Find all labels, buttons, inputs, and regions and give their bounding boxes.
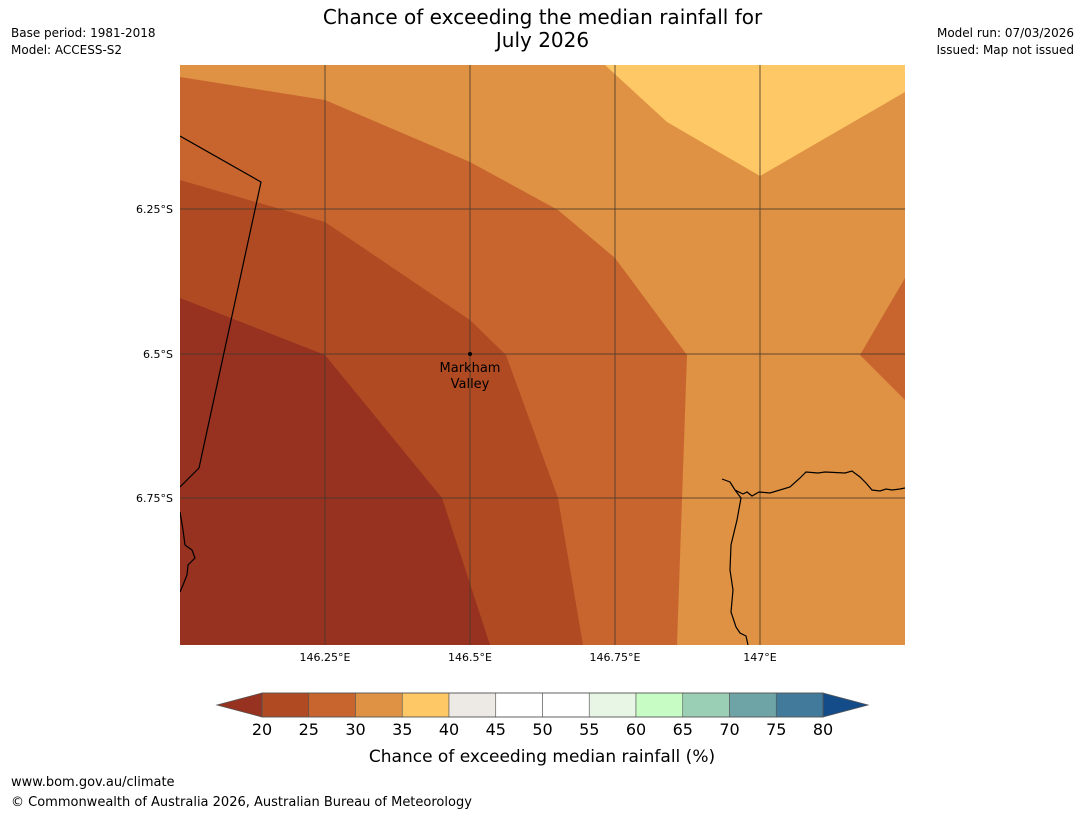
footer-copyright: © Commonwealth of Australia 2026, Austra… <box>11 795 472 810</box>
place-marker <box>468 352 472 356</box>
colorbar-tick-75: 75 <box>766 720 786 739</box>
colorbar-tick-50: 50 <box>532 720 552 739</box>
colorbar-bin-60-65 <box>635 692 684 718</box>
place-label-line-2: Valley <box>451 377 490 392</box>
colorbar-bin-50-55 <box>542 692 590 718</box>
map-zone-35-40 <box>543 65 905 176</box>
title-line-1: Chance of exceeding the median rainfall … <box>322 5 763 29</box>
colorbar-tick-65: 65 <box>673 720 693 739</box>
lat-label-6-75: 6.75°S <box>136 492 173 505</box>
colorbar-label: Chance of exceeding median rainfall (%) <box>369 747 715 767</box>
issued-status: Issued: Map not issued <box>936 43 1074 57</box>
meta-left: Base period: 1981-2018 Model: ACCESS-S2 <box>11 25 156 59</box>
map-zone-below-20 <box>180 298 490 645</box>
colorbar-bin-35-40 <box>401 692 450 718</box>
meta-right: Model run: 07/03/2026 Issued: Map not is… <box>936 25 1074 59</box>
colorbar-bin-25-30 <box>308 692 356 718</box>
colorbar-tick-25: 25 <box>299 720 319 739</box>
place-label-line-1: Markham <box>440 361 501 376</box>
colorbar-bin-70-75 <box>729 692 777 718</box>
colorbar-bin-40-45 <box>448 692 497 718</box>
colorbar-tick-55: 55 <box>579 720 599 739</box>
title-line-2: July 2026 <box>495 28 590 52</box>
coastline-west <box>180 511 196 593</box>
base-period: Base period: 1981-2018 <box>11 26 156 40</box>
colorbar-tick-35: 35 <box>392 720 412 739</box>
lat-label-6-25: 6.25°S <box>136 203 173 216</box>
province-boundary <box>180 135 262 488</box>
river <box>729 489 749 645</box>
map-zone-30-35 <box>180 65 905 645</box>
colorbar-bin-45-50 <box>495 692 543 718</box>
colorbar-high-extension <box>822 692 870 718</box>
footer-url: www.bom.gov.au/climate <box>11 775 175 790</box>
colorbar-outline <box>261 692 824 718</box>
lat-label-6-5: 6.5°S <box>143 348 173 361</box>
colorbar-bin-65-70 <box>682 692 730 718</box>
lon-label-146-5: 146.5°E <box>448 651 492 664</box>
lat-axis-labels: 6.25°S 6.5°S 6.75°S <box>136 203 173 505</box>
map-title: Chance of exceeding the median rainfall … <box>0 6 1085 52</box>
colorbar-tick-30: 30 <box>345 720 365 739</box>
colorbar-tick-20: 20 <box>252 720 272 739</box>
colorbar: 20 25 30 35 40 45 50 55 60 65 70 75 80 Chance of exc… <box>215 692 870 767</box>
model-run: Model run: 07/03/2026 <box>936 26 1074 40</box>
colorbar-tick-45: 45 <box>486 720 506 739</box>
colorbar-low-extension <box>215 692 263 718</box>
lon-label-146-25: 146.25°E <box>300 651 351 664</box>
lon-axis-labels: 146.25°E 146.5°E 146.75°E 147°E <box>300 651 777 664</box>
colorbar-tick-80: 80 <box>813 720 833 739</box>
colorbar-tick-60: 60 <box>626 720 646 739</box>
lon-label-147: 147°E <box>743 651 776 664</box>
colorbar-bin-20-25 <box>261 692 310 718</box>
colorbar-bin-55-60 <box>588 692 637 718</box>
model-name: Model: ACCESS-S2 <box>11 43 123 57</box>
coastline-east <box>721 470 905 497</box>
boundaries <box>180 135 905 645</box>
colorbar-tick-40: 40 <box>439 720 459 739</box>
map-fill-layer <box>180 65 905 645</box>
colorbar-bin-75-80 <box>775 692 824 718</box>
colorbar-tick-70: 70 <box>719 720 739 739</box>
colorbar-bin-30-35 <box>355 692 403 718</box>
lon-label-146-75: 146.75°E <box>590 651 641 664</box>
